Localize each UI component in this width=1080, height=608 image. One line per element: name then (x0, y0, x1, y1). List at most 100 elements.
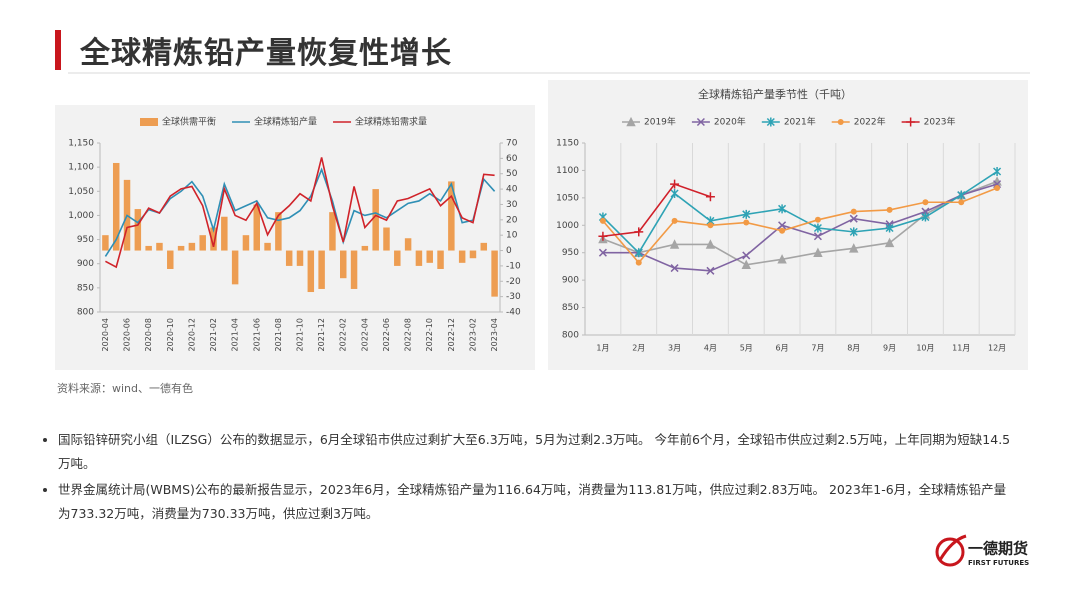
legend-label: 2023年 (924, 116, 956, 128)
data-point (598, 248, 607, 257)
bar (102, 235, 109, 251)
data-point (670, 179, 680, 189)
bar (264, 242, 271, 251)
data-point (705, 239, 716, 249)
logo-name: 一德期货 (968, 540, 1028, 558)
x-tick-label: 5月 (740, 344, 753, 353)
y-tick-label: 1000 (556, 221, 579, 231)
series (598, 167, 1002, 258)
y-tick-label: 850 (77, 283, 94, 293)
y-tick-label: 1100 (556, 166, 579, 176)
y2-tick-label: 50 (506, 169, 518, 179)
x-tick-label: 12月 (988, 344, 1006, 353)
x-tick-label: 3月 (668, 344, 681, 353)
data-point (921, 212, 930, 222)
y2-tick-label: 30 (506, 200, 518, 210)
x-tick-label: 2022-12 (447, 318, 456, 351)
series-line (602, 180, 998, 266)
data-point (669, 239, 680, 249)
data-point (850, 208, 857, 215)
data-point (958, 199, 965, 206)
data-point (705, 192, 715, 202)
series (599, 184, 1001, 266)
y2-tick-label: 0 (506, 246, 512, 256)
data-point (813, 247, 823, 257)
y-tick-label: 1,150 (68, 139, 94, 149)
bar (340, 250, 347, 279)
y2-tick-label: -20 (506, 277, 521, 287)
y-tick-label: 1150 (556, 139, 579, 149)
bar (318, 250, 325, 289)
y-tick-label: 1,050 (68, 187, 94, 197)
x-tick-label: 2020-04 (101, 318, 110, 351)
y2-tick-label: -40 (506, 308, 521, 318)
y-tick-label: 850 (562, 303, 579, 313)
bar (307, 250, 315, 293)
legend-label: 2019年 (644, 116, 676, 128)
data-point (906, 117, 916, 127)
y2-tick-label: 70 (506, 139, 518, 149)
x-tick-label: 2022-02 (339, 318, 348, 351)
x-tick-label: 2021-12 (317, 318, 326, 351)
chart-panel (548, 80, 1028, 370)
bar (329, 212, 336, 251)
bar (285, 250, 293, 266)
data-point (837, 119, 844, 125)
series-line (602, 170, 998, 254)
series (105, 157, 495, 269)
bar (491, 250, 498, 297)
logo-subtitle: FIRST FUTURES (968, 559, 1029, 567)
legend-label: 全球精炼铅产量 (254, 116, 317, 128)
data-point (885, 223, 894, 233)
legend-label: 全球精炼铅需求量 (355, 116, 427, 128)
bar (221, 216, 228, 251)
legend-label: 全球供需平衡 (162, 116, 216, 128)
bar (480, 242, 488, 251)
x-tick-label: 11月 (952, 344, 970, 353)
x-tick-label: 2022-04 (360, 318, 369, 351)
data-point (777, 254, 787, 264)
title-accent (55, 30, 61, 70)
x-tick-label: 2月 (632, 344, 645, 353)
x-tick-label: 2021-04 (231, 318, 240, 351)
x-tick-label: 2023-02 (468, 318, 477, 351)
data-point (742, 209, 751, 219)
x-tick-label: 2023-04 (490, 318, 499, 351)
slide-title: 全球精炼铅产量恢复性增长 (80, 36, 452, 71)
x-tick-label: 2022-06 (382, 318, 391, 351)
bar (404, 238, 412, 251)
y-tick-label: 1,000 (68, 211, 94, 221)
data-point (779, 227, 786, 234)
series-line (602, 187, 998, 264)
data-point (957, 190, 966, 200)
data-point (813, 223, 822, 233)
bar (275, 212, 282, 251)
series (104, 167, 496, 257)
bar (156, 242, 163, 251)
legend-label: 2020年 (714, 116, 746, 128)
bar (437, 250, 444, 269)
data-point (634, 227, 644, 237)
y-tick-label: 900 (77, 259, 94, 269)
bar (253, 204, 260, 251)
bar (372, 189, 379, 251)
y2-tick-label: 60 (506, 154, 518, 164)
legend-label: 2022年 (854, 116, 886, 128)
data-point (766, 117, 775, 127)
data-point (598, 231, 608, 241)
y-tick-label: 1,100 (68, 163, 94, 173)
x-tick-label: 9月 (883, 344, 896, 353)
y-tick-label: 950 (77, 235, 94, 245)
bullet: 国际铅锌研究小组（ILZSG）公布的数据显示，6月全球铅市供应过剩扩大至6.3万… (58, 428, 1018, 476)
y2-tick-label: 20 (506, 215, 518, 225)
bullet-list: 国际铅锌研究小组（ILZSG）公布的数据显示，6月全球铅市供应过剩扩大至6.3万… (40, 428, 1018, 528)
data-point (706, 266, 715, 275)
y2-tick-label: -30 (506, 292, 521, 302)
x-tick-label: 2022-10 (425, 318, 434, 351)
y2-tick-label: 10 (506, 231, 518, 241)
data-point (626, 116, 636, 127)
bar (199, 235, 206, 251)
data-point (994, 184, 1001, 191)
